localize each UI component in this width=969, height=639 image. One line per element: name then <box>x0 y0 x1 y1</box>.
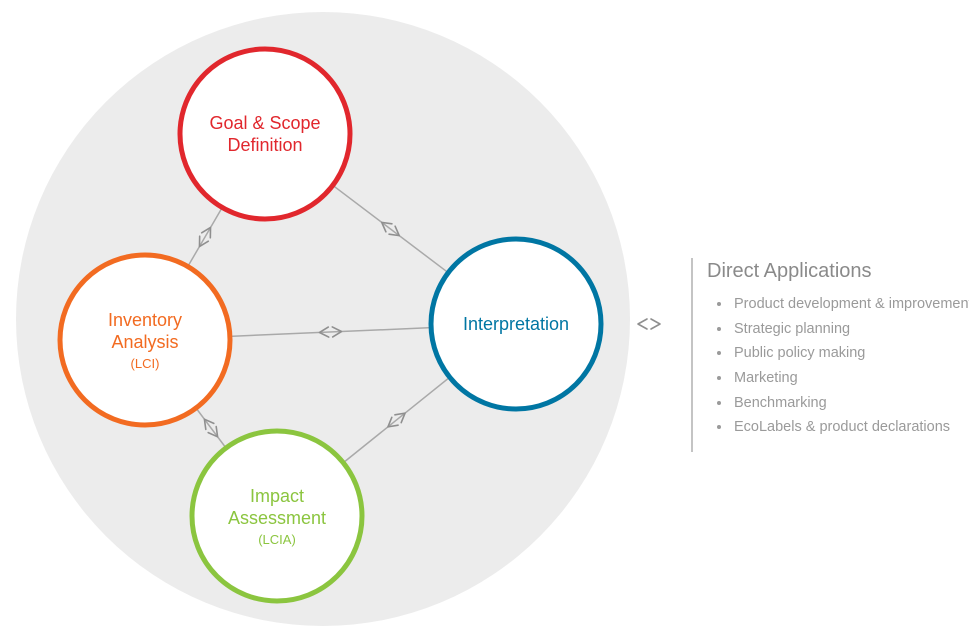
side-list-item: Marketing <box>732 366 969 391</box>
side-list: Product development & improvementStrateg… <box>714 292 969 440</box>
side-list-item: Product development & improvement <box>732 292 969 317</box>
side-list-item: Benchmarking <box>732 391 969 416</box>
side-list-item: Strategic planning <box>732 317 969 342</box>
side-heading: Direct Applications <box>707 260 872 283</box>
side-list-item: EcoLabels & product declarations <box>732 415 969 440</box>
side-list-item: Public policy making <box>732 341 969 366</box>
diagram-stage: Goal & Scope Definition Inventory Analys… <box>0 0 969 639</box>
